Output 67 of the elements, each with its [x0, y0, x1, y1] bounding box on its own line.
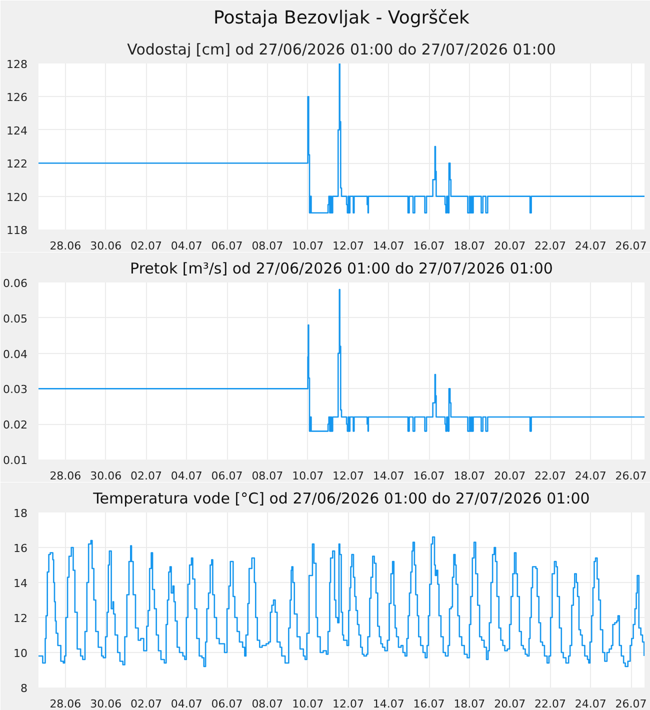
x-tick-label: 06.07 [211, 470, 243, 482]
x-tick-label: 02.07 [130, 240, 162, 252]
x-tick-label: 16.07 [413, 240, 445, 252]
y-tick-label: 128 [6, 58, 28, 71]
x-tick-label: 14.07 [372, 698, 404, 710]
y-tick-label: 18 [14, 507, 28, 520]
x-tick-label: 26.07 [615, 470, 647, 482]
x-tick-label: 04.07 [170, 698, 202, 710]
x-tick-label: 30.06 [90, 240, 122, 252]
x-tick-label: 26.07 [615, 698, 647, 710]
x-tick-label: 22.07 [534, 470, 566, 482]
x-tick-label: 20.07 [494, 698, 526, 710]
x-tick-label: 28.06 [50, 698, 82, 710]
x-tick-label: 12.07 [332, 240, 364, 252]
x-tick-label: 24.07 [574, 240, 606, 252]
x-tick-label: 22.07 [534, 240, 566, 252]
x-tick-label: 08.07 [252, 698, 284, 710]
x-tick-label: 10.07 [292, 698, 324, 710]
x-tick-label: 16.07 [413, 698, 445, 710]
y-tick-label: 0.04 [3, 348, 28, 361]
y-tick-label: 126 [6, 91, 28, 104]
x-tick-label: 12.07 [332, 698, 364, 710]
x-tick-label: 16.07 [413, 470, 445, 482]
y-tick-label: 118 [6, 224, 28, 237]
x-tick-label: 30.06 [90, 698, 122, 710]
x-tick-label: 04.07 [170, 240, 202, 252]
chart-title: Pretok [m³/s] od 27/06/2026 01:00 do 27/07/2026 01:00 [130, 260, 553, 278]
y-tick-label: 10 [14, 647, 28, 660]
y-tick-label: 0.06 [3, 277, 28, 290]
x-tick-label: 24.07 [574, 698, 606, 710]
x-tick-label: 20.07 [494, 470, 526, 482]
x-tick-label: 06.07 [211, 240, 243, 252]
chart-title: Postaja Bezovljak - Vogršček [214, 8, 470, 28]
y-tick-label: 8 [20, 682, 28, 695]
x-tick-label: 30.06 [90, 470, 122, 482]
chart-subtitle: Vodostaj [cm] od 27/06/2026 01:00 do 27/07/2026 01:00 [127, 40, 556, 58]
y-tick-label: 12 [14, 612, 28, 625]
y-tick-label: 0.02 [3, 418, 28, 432]
x-tick-label: 08.07 [252, 240, 284, 252]
y-tick-label: 14 [14, 577, 28, 590]
x-tick-label: 28.06 [50, 470, 82, 482]
x-tick-label: 18.07 [454, 698, 486, 710]
chart-title: Temperatura vode [°C] od 27/06/2026 01:00 do 27/07/2026 01:00 [92, 490, 590, 508]
x-tick-label: 02.07 [130, 470, 162, 482]
x-tick-label: 26.07 [615, 240, 647, 252]
x-tick-label: 14.07 [372, 470, 404, 482]
x-tick-label: 10.07 [292, 470, 324, 482]
x-tick-label: 04.07 [170, 470, 202, 482]
x-tick-label: 28.06 [50, 240, 82, 252]
x-tick-label: 18.07 [454, 240, 486, 252]
x-tick-label: 02.07 [130, 698, 162, 710]
x-tick-label: 08.07 [252, 470, 284, 482]
y-tick-label: 16 [14, 542, 28, 555]
y-tick-label: 0.03 [3, 383, 28, 396]
x-tick-label: 18.07 [454, 470, 486, 482]
x-tick-label: 10.07 [292, 240, 324, 252]
x-tick-label: 20.07 [494, 240, 526, 252]
y-tick-label: 0.01 [3, 454, 28, 467]
x-tick-label: 06.07 [211, 698, 243, 710]
y-tick-label: 0.05 [3, 312, 28, 326]
y-tick-label: 120 [6, 190, 28, 204]
x-tick-label: 22.07 [534, 698, 566, 710]
x-tick-label: 24.07 [574, 470, 606, 482]
y-tick-label: 122 [6, 158, 28, 171]
x-tick-label: 12.07 [332, 470, 364, 482]
x-tick-label: 14.07 [372, 240, 404, 252]
y-tick-label: 124 [6, 124, 28, 138]
